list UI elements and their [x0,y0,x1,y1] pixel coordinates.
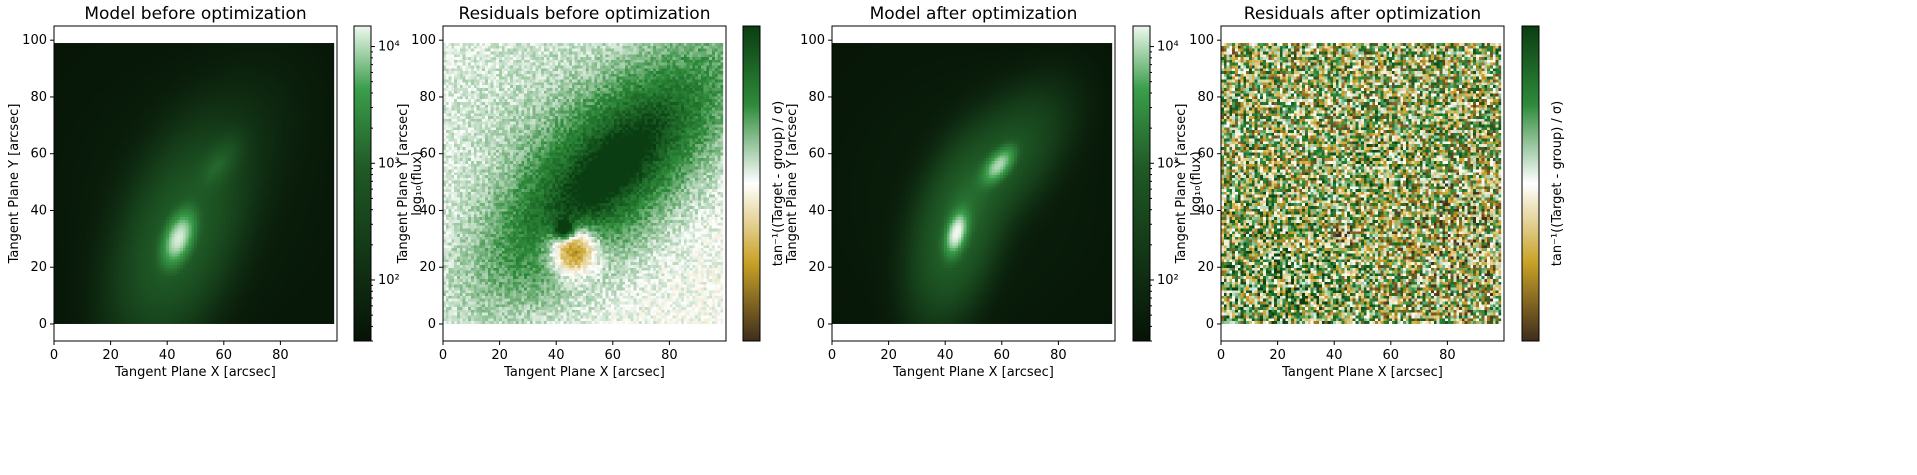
y-tick-label: 100 [22,33,47,48]
y-tick-label: 0 [1206,317,1214,332]
y-tick-label: 80 [808,90,825,105]
colorbar-frame [1132,25,1151,342]
colorbar-label: tan⁻¹((Target - group) / σ) [1550,101,1565,266]
colorbar-tick-label: 10⁴ [1157,40,1179,55]
colorbar-tick-label: 10² [1157,273,1179,288]
x-tick-label: 0 [439,348,447,363]
axes-frame [831,25,1116,342]
colorbar-tick-label: 10³ [1157,156,1179,171]
axes-frame [1220,25,1505,342]
y-axis-label: Tangent Plane Y [arcsec] [785,104,800,265]
y-tick-label: 0 [428,317,436,332]
panel-2: 0 20 40 60 80 0 20 40 60 80 100 Residuals before op… [396,4,786,380]
y-tick-label: 60 [808,147,825,162]
x-tick-label: 40 [1326,348,1343,363]
x-tick-label: 0 [1217,348,1225,363]
heatmap-image [1221,43,1502,324]
x-tick-label: 60 [216,348,233,363]
x-tick-label: 80 [272,348,289,363]
x-tick-label: 60 [605,348,622,363]
y-tick-label: 40 [30,203,47,218]
x-tick-label: 20 [880,348,897,363]
panel-title: Residuals after optimization [1244,4,1481,24]
colorbar [1522,26,1539,341]
y-tick-label: 20 [1197,260,1214,275]
y-tick-label: 20 [30,260,47,275]
y-tick-label: 80 [419,90,436,105]
panel-title: Model before optimization [84,4,306,24]
y-tick-label: 40 [1197,203,1214,218]
y-tick-label: 60 [30,147,47,162]
colorbar-label: tan⁻¹((Target - group) / σ) [771,101,786,266]
x-tick-label: 0 [50,348,58,363]
y-tick-label: 100 [1189,33,1214,48]
heatmap-image [443,43,724,324]
panel-3: 0 20 40 60 80 0 20 40 60 80 100 Model after optimiz… [785,4,1204,380]
y-tick-label: 40 [808,203,825,218]
x-axis-label: Tangent Plane X [arcsec] [1281,365,1443,380]
panel-title: Residuals before optimization [459,4,711,24]
x-tick-label: 0 [828,348,836,363]
x-tick-label: 20 [491,348,508,363]
x-tick-label: 40 [937,348,954,363]
y-tick-label: 100 [800,33,825,48]
y-axis-label: Tangent Plane Y [arcsec] [1174,104,1189,265]
y-axis-label: Tangent Plane Y [arcsec] [396,104,411,265]
y-tick-label: 60 [1197,147,1214,162]
colorbar-tick-label: 10² [378,273,400,288]
y-tick-label: 20 [419,260,436,275]
y-tick-label: 80 [1197,90,1214,105]
x-tick-label: 80 [661,348,678,363]
y-tick-label: 20 [808,260,825,275]
colorbar [743,26,760,341]
x-tick-label: 60 [994,348,1011,363]
y-tick-label: 0 [817,317,825,332]
x-axis-label: Tangent Plane X [arcsec] [503,365,665,380]
colorbar-tick-label: 10⁴ [378,40,400,55]
y-axis-label: Tangent Plane Y [arcsec] [7,104,22,265]
heatmap-image [832,43,1113,324]
x-axis-label: Tangent Plane X [arcsec] [114,365,276,380]
colorbar-frame [742,25,761,342]
x-tick-label: 20 [1269,348,1286,363]
colorbar-label: log₁₀(flux) [410,151,425,216]
axes-frame [442,25,727,342]
heatmap-image [54,43,335,324]
y-tick-label: 60 [419,147,436,162]
colorbar-frame [353,25,372,342]
y-tick-label: 0 [39,317,47,332]
x-tick-label: 80 [1050,348,1067,363]
x-tick-label: 60 [1383,348,1400,363]
panel-4: 0 20 40 60 80 0 20 40 60 80 100 Residuals after opt… [1174,4,1565,380]
colorbar [1133,26,1150,341]
colorbar-tick-label: 10³ [378,156,400,171]
x-tick-label: 80 [1439,348,1456,363]
axes-frame [53,25,338,342]
colorbar-frame [1521,25,1540,342]
x-tick-label: 20 [102,348,119,363]
x-tick-label: 40 [159,348,176,363]
colorbar-label: log₁₀(flux) [1189,151,1204,216]
x-tick-label: 40 [548,348,565,363]
y-tick-label: 40 [419,203,436,218]
y-tick-label: 100 [411,33,436,48]
y-tick-label: 80 [30,90,47,105]
panel-1: 0 20 40 60 80 0 20 40 60 80 100 Model before optimi… [7,4,425,380]
x-axis-label: Tangent Plane X [arcsec] [892,365,1054,380]
panel-title: Model after optimization [870,4,1078,24]
colorbar [354,26,371,341]
